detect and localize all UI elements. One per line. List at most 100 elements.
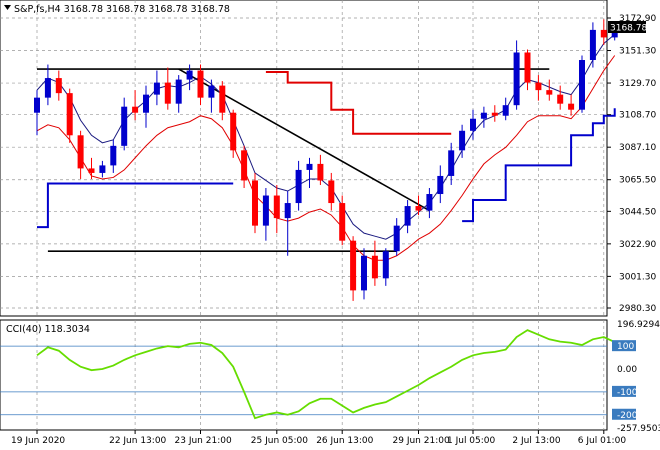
- symbol-header: S&P,fs,H4 3168.78 3168.78 3168.78 3168.7…: [14, 4, 230, 15]
- trailing-stop-blue: [37, 182, 234, 229]
- candle: [513, 40, 520, 110]
- cci-axis-label: 196.9294: [617, 320, 660, 330]
- candle-body: [382, 251, 389, 279]
- candle-body: [99, 165, 106, 173]
- candle-body: [121, 106, 128, 146]
- candle-body: [361, 255, 367, 291]
- candle-body: [404, 206, 411, 226]
- price-label: 3172.90: [619, 14, 656, 24]
- price-label: 3108.70: [619, 111, 656, 121]
- candle-body: [579, 60, 585, 110]
- trailing-stop-blue: [462, 108, 616, 223]
- candle-body: [448, 150, 455, 176]
- candle: [448, 142, 455, 185]
- candle-body: [252, 180, 258, 226]
- trailing-stop-red: [265, 71, 452, 135]
- candle: [557, 85, 564, 110]
- candle: [219, 81, 226, 121]
- price-label: 3001.30: [619, 272, 656, 282]
- cci-label: CCI(40) 118.3034: [6, 324, 90, 335]
- candle-body: [317, 163, 324, 181]
- candle: [317, 154, 324, 185]
- candle: [491, 105, 498, 122]
- candle-body: [502, 105, 509, 116]
- price-label: 2980.30: [619, 304, 656, 314]
- candle-body: [546, 90, 553, 95]
- candle-body: [491, 112, 498, 116]
- price-label: 3065.50: [619, 176, 656, 186]
- candle-body: [55, 78, 62, 94]
- candle: [88, 157, 95, 179]
- candle: [99, 160, 106, 178]
- candle-body: [568, 103, 575, 110]
- cci-axis-label: -200: [617, 411, 638, 421]
- candle: [524, 49, 531, 91]
- candle-body: [77, 135, 84, 169]
- candle: [153, 70, 160, 106]
- candle: [241, 145, 248, 188]
- time-label: 25 Jun 05:00: [251, 436, 308, 446]
- candle: [34, 90, 40, 136]
- time-label: 1 Jul 05:00: [447, 436, 496, 446]
- cci-layer: [0, 329, 616, 420]
- candle: [262, 187, 269, 241]
- cci-axis-label: -257.9503: [617, 424, 660, 434]
- cci-axis-label: 100: [617, 342, 634, 352]
- candle: [175, 75, 182, 113]
- candle-body: [371, 255, 378, 279]
- candle-body: [524, 52, 531, 83]
- candle-body: [164, 82, 171, 104]
- candle-body: [197, 70, 204, 98]
- candles: [34, 19, 618, 301]
- cci-level-tag: [612, 408, 636, 420]
- candle-body: [328, 180, 335, 204]
- candle: [143, 85, 149, 128]
- candle-body: [306, 163, 313, 170]
- current-price-label: 3168.78: [610, 24, 647, 34]
- candle-body: [241, 150, 248, 181]
- price-panel[interactable]: [0, 0, 608, 317]
- candle: [328, 172, 335, 211]
- candle: [295, 160, 302, 211]
- candle-body: [132, 106, 139, 113]
- time-axis: 19 Jun 2020 22 Jun 13:00 23 Jun 21:00 25 Ju…: [11, 430, 626, 446]
- candle-body: [66, 93, 73, 136]
- candle: [132, 90, 139, 121]
- triangle-down-icon[interactable]: [4, 5, 11, 10]
- time-label: 23 Jun 21:00: [175, 436, 232, 446]
- candle: [230, 109, 237, 158]
- candle-body: [230, 112, 237, 151]
- candle-body: [44, 78, 51, 98]
- candle: [546, 79, 553, 101]
- candle: [415, 195, 422, 216]
- candle-body: [262, 195, 269, 226]
- price-label: 3044.50: [619, 207, 656, 217]
- candle: [121, 97, 128, 151]
- candle-body: [339, 203, 346, 241]
- candle: [273, 184, 280, 234]
- candle: [44, 64, 51, 106]
- candle-body: [186, 70, 193, 80]
- cci-axis-label: 0.00: [617, 365, 637, 375]
- candle: [361, 248, 367, 300]
- candle-body: [110, 145, 117, 166]
- candle-body: [393, 225, 400, 252]
- candle: [339, 195, 346, 246]
- cci-axis: 196.9294 100 0.00 -100 -200 -257.9503: [612, 320, 660, 434]
- candle: [579, 55, 585, 113]
- candle: [404, 200, 411, 234]
- candle-body: [219, 85, 226, 113]
- candle-body: [415, 206, 422, 211]
- price-label: 3022.90: [619, 240, 656, 250]
- cci-panel[interactable]: [0, 319, 608, 431]
- price-label: 3087.10: [619, 143, 656, 153]
- time-label: 22 Jun 13:00: [109, 436, 166, 446]
- candle-body: [480, 112, 487, 119]
- candle: [502, 97, 509, 121]
- price-axis: 3172.90 3151.30 3129.70 3108.70 3087.10 3065.…: [607, 14, 656, 314]
- time-label: 6 Jul 01:00: [578, 436, 627, 446]
- candle: [437, 165, 444, 204]
- candle: [164, 67, 171, 110]
- candle-body: [513, 52, 520, 106]
